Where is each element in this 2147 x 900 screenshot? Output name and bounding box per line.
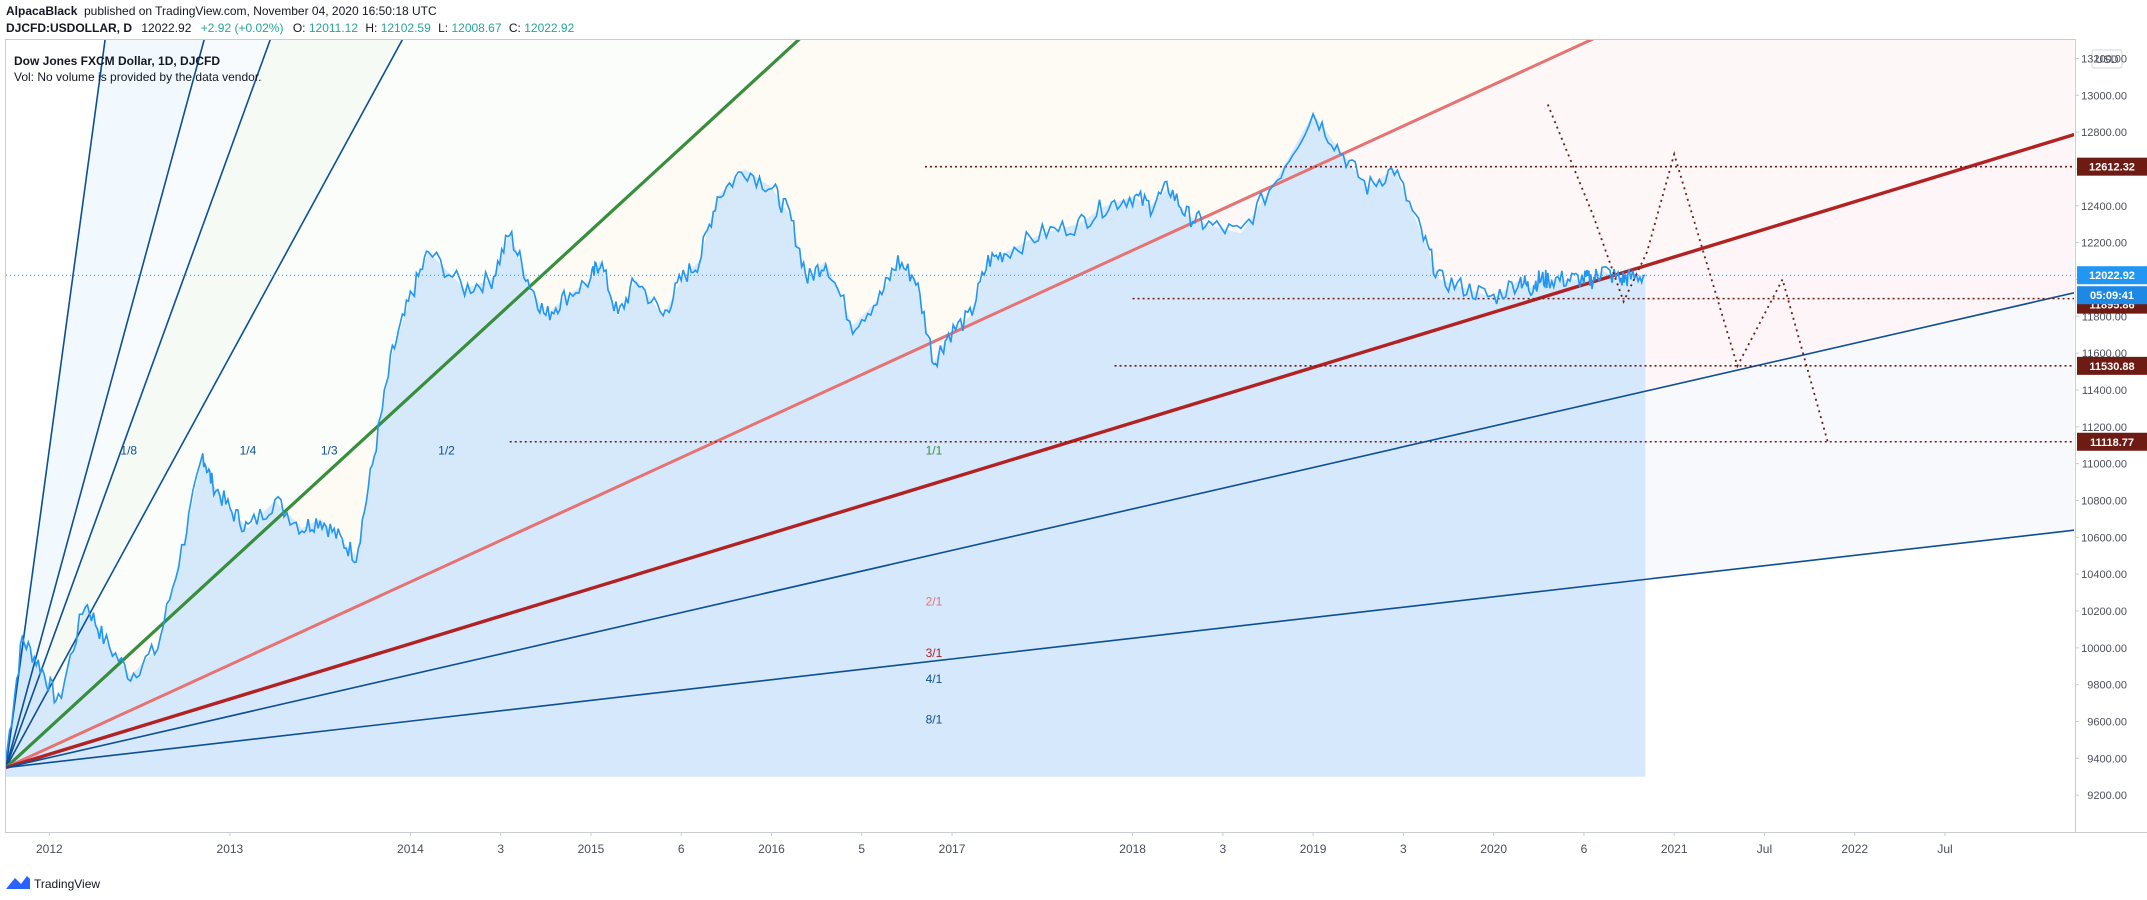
y-tick-label: 9600.00 <box>2087 716 2127 728</box>
open-value: 12011.12 <box>309 21 358 35</box>
y-tick-label: 11000.00 <box>2082 459 2127 471</box>
last-price: 12022.92 <box>141 21 191 35</box>
target-level-tag <box>2077 356 2147 375</box>
x-tick-label: 2020 <box>1480 842 1507 856</box>
fan-line-3-1[interactable] <box>6 107 2147 770</box>
y-tick-label: 9400.00 <box>2087 753 2127 765</box>
target-level-tag-label: 11118.77 <box>2090 437 2134 449</box>
fan-label: 1/8 <box>120 443 137 457</box>
x-tick-label: 2018 <box>1119 842 1146 856</box>
fan-line-2-1[interactable] <box>6 0 2147 769</box>
low-label: L: <box>438 21 448 35</box>
fan-label: 1/2 <box>438 443 455 457</box>
x-tick-label: 2012 <box>36 842 63 856</box>
target-level-tag-label: 12612.32 <box>2089 162 2135 174</box>
tradingview-brand: TradingView <box>34 877 100 891</box>
high-value: 12102.59 <box>381 21 431 35</box>
x-tick-label: 3 <box>497 842 504 856</box>
high-label: H: <box>365 21 377 35</box>
fan-label: 1/4 <box>240 443 257 457</box>
x-tick-label: 2019 <box>1300 842 1327 856</box>
chart-legend-volume: Vol: No volume is provided by the data v… <box>14 70 261 84</box>
y-tick-label: 10800.00 <box>2081 495 2127 507</box>
y-tick-label: 10600.00 <box>2081 532 2127 544</box>
price-area <box>6 113 1646 777</box>
target-level-tag <box>2077 157 2147 176</box>
chart-legend-title: Dow Jones FXCM Dollar, 1D, DJCFD <box>14 54 220 68</box>
x-tick-label: 2016 <box>758 842 785 856</box>
x-tick-label: 2021 <box>1661 842 1688 856</box>
y-tick-label: 10400.00 <box>2081 569 2127 581</box>
currency-badge <box>2091 49 2123 69</box>
fan-label: 8/1 <box>926 712 943 726</box>
fan-label: 2/1 <box>926 594 943 608</box>
fan-line-1-1[interactable] <box>6 0 2147 769</box>
y-tick-label: 11800.00 <box>2082 311 2127 323</box>
fan-label: 4/1 <box>926 672 943 686</box>
x-tick-label: 2015 <box>578 842 605 856</box>
y-tick-label: 9200.00 <box>2087 790 2127 802</box>
open-label: O: <box>293 21 306 35</box>
x-tick-label: 5 <box>858 842 865 856</box>
symbol-line: DJCFD:USDOLLAR, D 12022.92 +2.92 (+0.02%… <box>6 21 575 35</box>
fan-line-8-1[interactable] <box>6 520 2147 769</box>
x-tick-label: 6 <box>678 842 685 856</box>
countdown-tag <box>2077 286 2147 305</box>
y-tick-label: 10000.00 <box>2081 643 2127 655</box>
y-tick-label: 12400.00 <box>2081 201 2127 213</box>
x-tick-label: 2014 <box>397 842 424 856</box>
tradingview-logo-icon <box>6 876 30 889</box>
fan-label: 1/1 <box>926 443 943 457</box>
countdown-tag-label: 05:09:41 <box>2090 290 2134 302</box>
x-tick-label: 2022 <box>1841 842 1868 856</box>
target-level-tag <box>2077 432 2147 451</box>
x-tick-label: 3 <box>1220 842 1227 856</box>
x-tick-label: 6 <box>1581 842 1588 856</box>
y-tick-label: 11400.00 <box>2082 385 2127 397</box>
tradingview-logo[interactable]: TradingView <box>6 876 100 891</box>
author-name[interactable]: AlpacaBlack <box>6 4 78 18</box>
y-tick-label: 9800.00 <box>2087 680 2127 692</box>
y-tick-label: 13200.00 <box>2081 53 2127 65</box>
fan-line-4-1[interactable] <box>6 272 2147 769</box>
symbol-name: DJCFD:USDOLLAR, D <box>6 21 132 35</box>
x-tick-label: 3 <box>1400 842 1407 856</box>
fan-label: 3/1 <box>926 646 943 660</box>
x-tick-label: Jul <box>1937 842 1952 856</box>
low-value: 12008.67 <box>451 21 501 35</box>
x-tick-label: 2017 <box>939 842 966 856</box>
y-tick-label: 12800.00 <box>2081 127 2127 139</box>
last-price-tag-label: 12022.92 <box>2089 270 2135 282</box>
y-tick-label: 13000.00 <box>2081 90 2127 102</box>
close-value: 12022.92 <box>524 21 574 35</box>
price-change: +2.92 (+0.02%) <box>201 21 284 35</box>
last-price-tag <box>2077 266 2147 285</box>
currency-label: USD <box>2095 54 2118 66</box>
target-level-tag-label: 11530.88 <box>2089 361 2134 373</box>
y-tick-label: 10200.00 <box>2081 606 2127 618</box>
fan-line-1-2[interactable] <box>6 0 2147 768</box>
published-info: published on TradingView.com, November 0… <box>84 4 437 18</box>
y-tick-label: 12200.00 <box>2081 238 2127 250</box>
price-line[interactable] <box>6 111 1646 759</box>
x-tick-label: Jul <box>1757 842 1772 856</box>
fan-label: 1/3 <box>321 443 338 457</box>
y-tick-label: 11200.00 <box>2082 422 2127 434</box>
close-label: C: <box>509 21 521 35</box>
x-tick-label: 2013 <box>217 842 244 856</box>
